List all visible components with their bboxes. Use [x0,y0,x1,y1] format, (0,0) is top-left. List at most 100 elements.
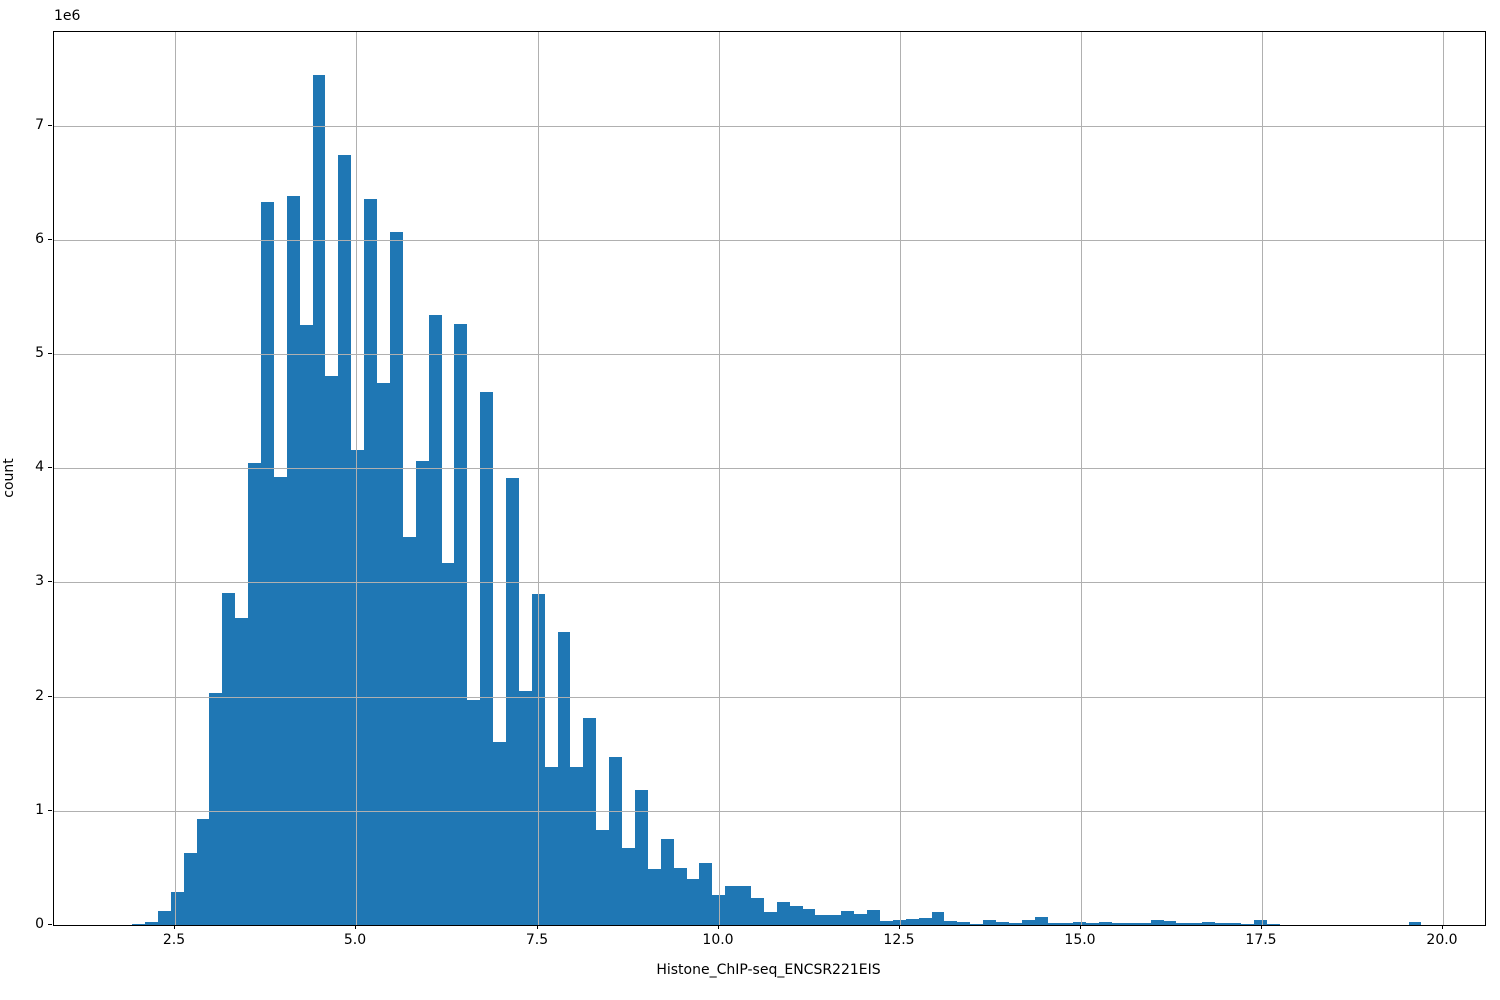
histogram-bar [674,868,687,925]
histogram-bar [1164,921,1176,925]
x-tick-label: 2.5 [162,932,186,948]
histogram-bar [790,906,803,925]
histogram-bar [171,892,184,925]
histogram-bar [957,922,970,925]
gridline-vertical [1262,32,1263,925]
y-axis-label: count [1,458,17,498]
histogram-bar [712,895,725,925]
histogram-bar [596,830,609,925]
histogram-bar [609,757,622,925]
histogram-bar [854,914,867,925]
histogram-bar [222,593,235,925]
histogram-bar [235,618,248,925]
histogram-bar [1151,920,1164,925]
y-tick-label: 7 [35,117,44,133]
histogram-bar [1215,923,1228,925]
gridline-horizontal [54,240,1485,241]
gridline-vertical [900,32,901,925]
histogram-bar [248,463,261,925]
y-tick-mark [48,125,52,126]
x-tick-mark [174,925,175,929]
histogram-bar [1060,923,1073,925]
histogram-bar [261,202,274,925]
histogram-bar [132,924,145,925]
y-tick-mark [48,467,52,468]
histogram-bar [558,632,570,925]
y-tick-label: 1 [35,802,44,818]
histogram-bar [158,911,171,925]
histogram-bar [338,155,351,925]
histogram-bar [932,912,944,925]
histogram-bar [1409,922,1421,925]
histogram-bar [1112,923,1125,925]
gridline-vertical [175,32,176,925]
histogram-bar [970,924,983,925]
x-tick-label: 12.5 [883,932,915,948]
y-tick-label: 4 [35,459,44,475]
histogram-bar [996,922,1009,925]
gridline-horizontal [54,697,1485,698]
histogram-bar [648,869,661,925]
histogram-bar [1073,922,1086,925]
y-tick-mark [48,353,52,354]
histogram-bar [699,863,712,925]
histogram-bar [919,918,932,925]
gridline-vertical [356,32,357,925]
y-tick-label: 3 [35,573,44,589]
gridline-horizontal [54,126,1485,127]
x-tick-mark [718,925,719,929]
histogram-bar [480,392,493,925]
x-tick-label: 5.0 [343,932,367,948]
histogram-bar [635,790,648,925]
x-tick-mark [1442,925,1443,929]
histogram-bar [197,819,209,925]
y-tick-mark [48,581,52,582]
histogram-bar [429,315,442,925]
histogram-bar [1241,924,1254,925]
x-tick-label: 20.0 [1426,932,1458,948]
y-tick-label: 2 [35,688,44,704]
gridline-vertical [1081,32,1082,925]
histogram-bar [416,461,429,925]
y-axis-offset-text: 1e6 [54,8,81,24]
y-tick-mark [48,924,52,925]
y-tick-label: 6 [35,231,44,247]
gridline-horizontal [54,582,1485,583]
histogram-bar [1189,923,1202,925]
histogram-bar [1138,923,1151,925]
histogram-bar [313,75,325,925]
histogram-bar [1267,924,1280,925]
x-axis-label: Histone_ChIP-seq_ENCSR221EIS [656,962,881,978]
histogram-bar [364,199,377,925]
histogram-bar [454,324,467,925]
histogram-bar [1048,923,1060,925]
histogram-bar [1009,923,1022,925]
histogram-bar [1202,922,1215,925]
x-tick-label: 10.0 [702,932,734,948]
histogram-bar [661,839,674,925]
histogram-bar [493,742,506,925]
histogram-bar [893,920,906,925]
histogram-bar [841,911,854,925]
gridline-horizontal [54,354,1485,355]
histogram-bar [983,920,996,925]
x-tick-mark [355,925,356,929]
histogram-bar [1228,923,1241,925]
histogram-bar [764,912,777,925]
histogram-bar [622,848,635,925]
histogram-bar [1254,920,1267,925]
histogram-bar [403,537,416,925]
histogram-bar [570,767,583,925]
y-tick-mark [48,696,52,697]
histogram-bar [815,915,828,925]
histogram-bar [867,910,880,925]
x-tick-label: 7.5 [525,932,549,948]
histogram-bar [687,879,699,925]
histogram-bar [751,898,764,925]
gridline-vertical [538,32,539,925]
histogram-bar [1125,923,1138,925]
histogram-bar [880,921,893,925]
histogram-bar [1086,923,1099,925]
x-tick-mark [899,925,900,929]
histogram-bar [906,919,919,925]
